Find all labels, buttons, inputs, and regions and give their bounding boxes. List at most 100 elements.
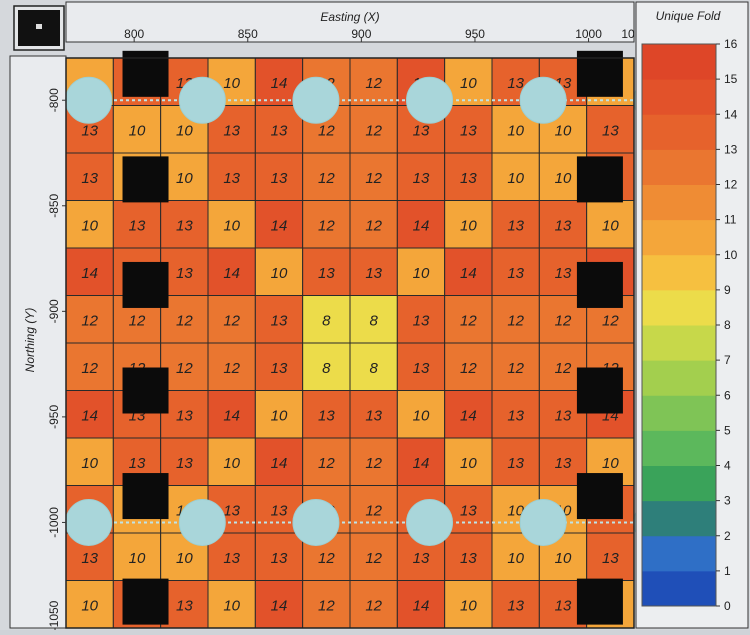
cell-value-label: 10 bbox=[176, 170, 193, 187]
cell-value-label: 13 bbox=[176, 455, 193, 472]
cell-value-label: 10 bbox=[555, 170, 572, 187]
receiver-marker[interactable] bbox=[519, 498, 567, 546]
receiver-marker[interactable] bbox=[65, 76, 113, 124]
cell-value-label: 14 bbox=[81, 265, 98, 282]
cell-value-label: 10 bbox=[507, 122, 524, 139]
legend-swatch bbox=[642, 430, 716, 466]
receiver-marker[interactable] bbox=[406, 76, 454, 124]
heatmap-cell bbox=[207, 390, 256, 439]
cell-value-label: 13 bbox=[413, 312, 430, 329]
cell-value-label: 13 bbox=[271, 122, 288, 139]
cell-value-label: 13 bbox=[365, 265, 382, 282]
source-marker[interactable] bbox=[122, 473, 169, 520]
cell-value-label: 10 bbox=[176, 122, 193, 139]
heatmap-cell bbox=[207, 295, 256, 344]
cell-value-label: 14 bbox=[81, 407, 98, 424]
cell-value-label: 13 bbox=[81, 550, 98, 567]
heatmap-cell bbox=[112, 105, 162, 154]
heatmap-cell bbox=[396, 200, 446, 249]
heatmap-cell bbox=[444, 247, 493, 296]
source-marker[interactable] bbox=[576, 473, 623, 520]
heatmap-cell bbox=[444, 580, 493, 629]
heatmap-cell bbox=[396, 152, 446, 201]
cell-value-label: 8 bbox=[369, 312, 378, 329]
cell-value-label: 12 bbox=[365, 122, 382, 139]
legend-swatch bbox=[642, 219, 716, 256]
cell-value-label: 10 bbox=[507, 550, 524, 567]
heatmap-cell bbox=[586, 200, 635, 249]
source-marker[interactable] bbox=[576, 156, 623, 203]
cell-value-label: 10 bbox=[460, 597, 477, 614]
legend-tick-label: 10 bbox=[724, 248, 738, 262]
y-tick-label: -850 bbox=[47, 193, 61, 217]
cell-value-label: 12 bbox=[318, 217, 335, 234]
heatmap-cell bbox=[207, 580, 256, 629]
cell-value-label: 13 bbox=[176, 407, 193, 424]
receiver-marker[interactable] bbox=[292, 76, 340, 124]
source-marker[interactable] bbox=[576, 367, 623, 414]
heatmap-cell bbox=[349, 152, 398, 201]
cell-value-label: 13 bbox=[271, 170, 288, 187]
source-marker[interactable] bbox=[122, 578, 169, 625]
cell-value-label: 13 bbox=[81, 170, 98, 187]
source-marker[interactable] bbox=[122, 156, 169, 203]
legend-swatch bbox=[642, 254, 716, 291]
cell-value-label: 13 bbox=[223, 170, 240, 187]
heatmap-cell bbox=[491, 437, 540, 486]
cell-value-label: 10 bbox=[81, 455, 98, 472]
cell-value-label: 14 bbox=[271, 597, 288, 614]
receiver-marker[interactable] bbox=[406, 498, 454, 546]
plot-area[interactable]: 10 13 13 10 14 12 12 14 10 13 13 10 13 10 10 13 13 12 12 13… bbox=[65, 50, 681, 629]
cell-value-label: 13 bbox=[555, 217, 572, 234]
cell-value-label: 12 bbox=[602, 312, 619, 329]
cell-value-label: 14 bbox=[271, 455, 288, 472]
cell-value-label: 13 bbox=[555, 455, 572, 472]
cell-value-label: 13 bbox=[460, 122, 477, 139]
cell-value-label: 10 bbox=[602, 455, 619, 472]
receiver-marker[interactable] bbox=[292, 498, 340, 546]
cell-value-label: 12 bbox=[318, 597, 335, 614]
source-marker[interactable] bbox=[122, 367, 169, 414]
cell-value-label: 13 bbox=[129, 455, 146, 472]
cell-value-label: 10 bbox=[602, 217, 619, 234]
receiver-marker[interactable] bbox=[178, 76, 226, 124]
heatmap-cell bbox=[349, 390, 398, 439]
receiver-marker[interactable] bbox=[519, 76, 567, 124]
legend-swatch bbox=[642, 325, 716, 361]
heatmap-cell bbox=[491, 295, 540, 344]
legend-tick-label: 2 bbox=[724, 529, 731, 543]
cell-value-label: 12 bbox=[460, 312, 477, 329]
legend-tick-label: 14 bbox=[724, 107, 738, 121]
cell-value-label: 14 bbox=[223, 265, 240, 282]
heatmap-cell bbox=[254, 105, 304, 154]
heatmap-cell bbox=[491, 580, 540, 629]
heatmap-cell bbox=[491, 152, 540, 201]
cell-value-label: 12 bbox=[365, 455, 382, 472]
receiver-marker[interactable] bbox=[178, 498, 226, 546]
cell-value-label: 12 bbox=[318, 122, 335, 139]
cell-value-label: 12 bbox=[365, 217, 382, 234]
cell-value-label: 10 bbox=[507, 502, 524, 519]
source-marker[interactable] bbox=[576, 578, 623, 625]
cell-value-label: 14 bbox=[460, 407, 477, 424]
x-tick-label: 900 bbox=[351, 27, 371, 41]
cell-value-label: 12 bbox=[365, 597, 382, 614]
x-tick-label: 800 bbox=[124, 27, 144, 41]
cell-value-label: 10 bbox=[223, 597, 240, 614]
receiver-marker[interactable] bbox=[65, 498, 113, 546]
source-marker[interactable] bbox=[576, 261, 623, 308]
legend-tick-label: 15 bbox=[724, 72, 738, 86]
cell-value-label: 13 bbox=[413, 360, 430, 377]
cell-value-label: 8 bbox=[369, 360, 378, 377]
cell-value-label: 10 bbox=[81, 217, 98, 234]
heatmap-cell bbox=[254, 247, 304, 296]
cell-value-label: 12 bbox=[318, 455, 335, 472]
cell-value-label: 13 bbox=[507, 75, 524, 92]
cell-value-label: 12 bbox=[81, 360, 98, 377]
cell-value-label: 10 bbox=[555, 550, 572, 567]
source-marker[interactable] bbox=[122, 261, 169, 308]
cell-value-label: 13 bbox=[507, 407, 524, 424]
cell-value-label: 13 bbox=[460, 550, 477, 567]
cell-value-label: 10 bbox=[129, 550, 146, 567]
